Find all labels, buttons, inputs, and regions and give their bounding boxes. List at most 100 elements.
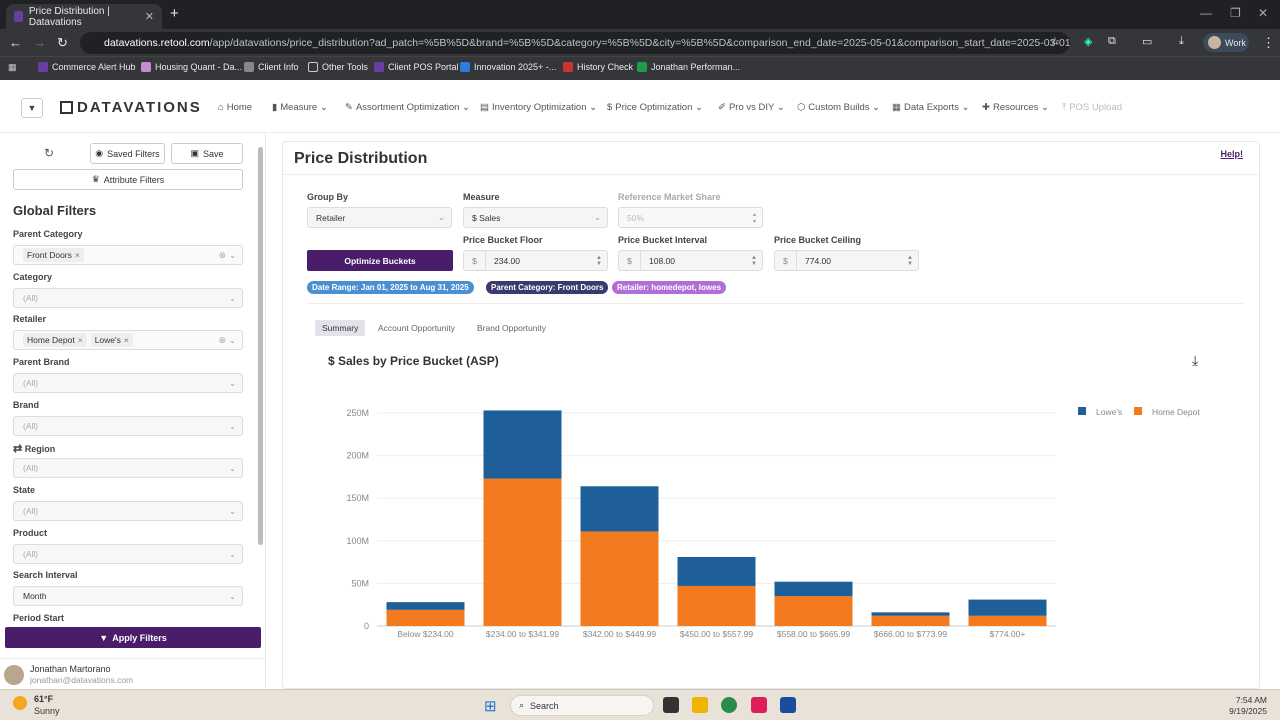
nav-pro-diy[interactable]: ✐ Pro vs DIY ⌄ — [718, 102, 785, 113]
chevron-down-icon: ⌄ — [229, 591, 236, 601]
nav-inventory[interactable]: ▤ Inventory Optimization ⌄ — [480, 102, 598, 113]
y-tick-label: 0 — [364, 621, 369, 631]
refresh-icon[interactable]: ↻ — [44, 146, 55, 160]
bookmark-item[interactable]: Commerce Alert Hub — [38, 62, 136, 72]
back-icon[interactable]: ← — [9, 35, 22, 50]
chip: Lowe's × — [90, 333, 133, 347]
funnel-icon: ▼ — [99, 632, 109, 643]
state-select[interactable]: (All) ⌄ — [13, 501, 243, 521]
apply-filters-button[interactable]: ▼ Apply Filters — [5, 627, 261, 648]
nav-assortment[interactable]: ✎ Assortment Optimization ⌄ — [345, 102, 471, 113]
retailer-select[interactable]: Home Depot × Lowe's × ⊗ ⌄ — [13, 330, 243, 350]
browser-tab[interactable]: Price Distribution | Datavations ✕ — [6, 4, 162, 29]
profile-button[interactable]: Work — [1203, 33, 1249, 52]
nav-home[interactable]: ⌂ Home — [218, 102, 253, 113]
app-icon[interactable] — [780, 697, 796, 713]
apps-grid-icon[interactable]: ▦ — [8, 62, 17, 72]
global-filters-heading: Global Filters — [13, 203, 97, 218]
download-icon[interactable]: ⤓ — [1192, 352, 1199, 368]
measure-select[interactable]: $ Sales ⌄ — [463, 207, 608, 228]
chevron-down-icon: ⌄ — [229, 463, 236, 473]
task-view-icon[interactable] — [663, 697, 679, 713]
spinner-icon: ▴ ▾ — [752, 211, 756, 225]
group-by-select[interactable]: Retailer ⌄ — [307, 207, 452, 228]
search-interval-select[interactable]: Month ⌄ — [13, 586, 243, 606]
reference-share-input[interactable]: 50% ▴ ▾ — [618, 207, 763, 228]
close-window-icon[interactable]: ✕ — [1258, 6, 1269, 20]
help-link[interactable]: Help! — [1220, 149, 1244, 159]
ceiling-input[interactable]: $774.00 ▲ ▼ — [774, 250, 919, 271]
nav-resources[interactable]: ✚ Resources ⌄ — [982, 102, 1049, 113]
download-icon[interactable]: ⤓ — [1179, 35, 1184, 47]
tab-summary[interactable]: Summary — [315, 320, 366, 336]
tag-icon: ⬡ — [797, 102, 806, 113]
eye-icon: ◉ — [95, 148, 104, 158]
attribute-filters-button[interactable]: ♛ Attribute Filters — [13, 169, 243, 190]
datavations-logo[interactable]: DATAVATIONS — [60, 99, 202, 116]
user-profile[interactable]: Jonathan Martorano jonathan@datavations.… — [0, 658, 266, 688]
box-icon: ▤ — [480, 102, 489, 113]
forward-icon[interactable]: → — [33, 35, 46, 50]
bar-lowes — [386, 602, 465, 610]
parent-category-select[interactable]: Front Doors × ⊗ ⌄ — [13, 245, 243, 265]
chrome-icon[interactable] — [721, 697, 737, 713]
divider — [283, 174, 1259, 175]
taskbar-search[interactable]: ⌕ Search — [510, 695, 654, 716]
menu-icon[interactable]: ⋮ — [1262, 35, 1275, 50]
optimize-buckets-button[interactable]: Optimize Buckets — [307, 250, 453, 271]
bookmark-item[interactable]: History Check — [563, 62, 633, 72]
url-path: /app/datavations/price_distribution?ad_p… — [209, 37, 1070, 49]
remove-chip-icon[interactable]: × — [77, 335, 83, 345]
price-distribution-panel: Price Distribution Help! Group By Retail… — [282, 141, 1260, 689]
nav-measure[interactable]: ▮ Measure ⌄ — [272, 102, 328, 113]
nav-custom-builds[interactable]: ⬡ Custom Builds ⌄ — [797, 102, 881, 113]
floor-input[interactable]: $234.00 ▲ ▼ — [463, 250, 608, 271]
bookmark-item[interactable]: Client Info — [244, 62, 299, 72]
file-explorer-icon[interactable] — [692, 697, 708, 713]
filter-toggle-icon[interactable]: ▼ — [21, 98, 43, 118]
nav-price[interactable]: $ Price Optimization ⌄ — [607, 102, 703, 113]
bookmark-item[interactable]: Client POS Portal — [374, 62, 459, 72]
bookmark-folder[interactable]: Other Tools — [308, 62, 368, 72]
sidebar-scrollbar[interactable] — [258, 147, 263, 545]
bookmark-star-icon[interactable]: ☆ — [1050, 36, 1060, 48]
close-tab-icon[interactable]: ✕ — [144, 11, 154, 23]
chip: Home Depot × — [23, 333, 87, 347]
nav-data-exports[interactable]: ▦ Data Exports ⌄ — [892, 102, 970, 113]
table-icon: ▦ — [892, 102, 901, 113]
cast-icon[interactable]: ▭ — [1142, 36, 1153, 48]
product-select[interactable]: (All) ⌄ — [13, 544, 243, 564]
save-button[interactable]: ▣ Save — [171, 143, 243, 164]
restore-icon[interactable]: ❐ — [1230, 6, 1241, 20]
saved-filters-button[interactable]: ◉ Saved Filters — [90, 143, 165, 164]
new-tab-button[interactable]: + — [170, 5, 179, 22]
bookmark-item[interactable]: Housing Quant - Da... — [141, 62, 242, 72]
clear-icon[interactable]: ⊗ — [218, 334, 226, 345]
reload-icon[interactable]: ↻ — [57, 35, 68, 50]
brand-select[interactable]: (All) ⌄ — [13, 416, 243, 436]
category-select[interactable]: (All) ⌄ — [13, 288, 243, 308]
tab-brand-opportunity[interactable]: Brand Opportunity — [477, 323, 546, 333]
system-clock[interactable]: 7:54 AM 9/19/2025 — [1229, 695, 1267, 717]
nav-pos-upload[interactable]: ⤒ POS Upload — [1062, 102, 1123, 113]
parent-brand-select[interactable]: (All) ⌄ — [13, 373, 243, 393]
parent-category-label: Parent Category — [13, 229, 83, 239]
remove-chip-icon[interactable]: × — [74, 250, 80, 260]
slack-icon[interactable] — [751, 697, 767, 713]
tab-account-opportunity[interactable]: Account Opportunity — [378, 323, 456, 333]
interval-input[interactable]: $108.00 ▲ ▼ — [618, 250, 763, 271]
extension-icon[interactable]: ◈ — [1084, 36, 1093, 48]
sun-icon — [13, 696, 27, 710]
remove-chip-icon[interactable]: × — [123, 335, 129, 345]
region-select[interactable]: (All) ⌄ — [13, 458, 243, 478]
minimize-icon[interactable]: — — [1200, 6, 1212, 20]
clear-icon[interactable]: ⊗ — [218, 249, 226, 260]
x-tick-label: $774.00+ — [990, 629, 1026, 639]
bookmark-item[interactable]: Innovation 2025+ -... — [460, 62, 556, 72]
windows-start-icon[interactable]: ⊞ — [484, 698, 497, 715]
brush-icon: ✐ — [718, 102, 726, 113]
bookmark-item[interactable]: Jonathan Performan... — [637, 62, 740, 72]
address-bar[interactable]: datavations.retool.com/app/datavations/p… — [80, 32, 1070, 54]
chevron-down-icon: ⌄ — [229, 335, 236, 345]
extensions-puzzle-icon[interactable]: ⧉ — [1108, 35, 1116, 47]
